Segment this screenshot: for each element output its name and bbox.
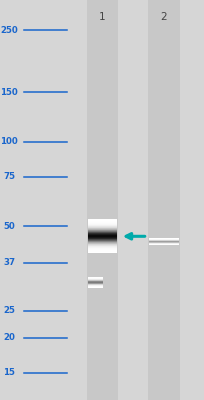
Text: 37: 37 [3,258,15,267]
Bar [147,0,179,400]
Text: 15: 15 [3,368,15,377]
Text: 250: 250 [0,26,18,34]
Text: 25: 25 [3,306,15,315]
Text: 50: 50 [3,222,15,231]
Text: 20: 20 [3,333,15,342]
Text: 2: 2 [160,12,166,22]
Text: 75: 75 [3,172,15,181]
Text: 100: 100 [0,137,18,146]
Text: 1: 1 [99,12,105,22]
Bar [86,0,118,400]
Text: 150: 150 [0,88,18,97]
